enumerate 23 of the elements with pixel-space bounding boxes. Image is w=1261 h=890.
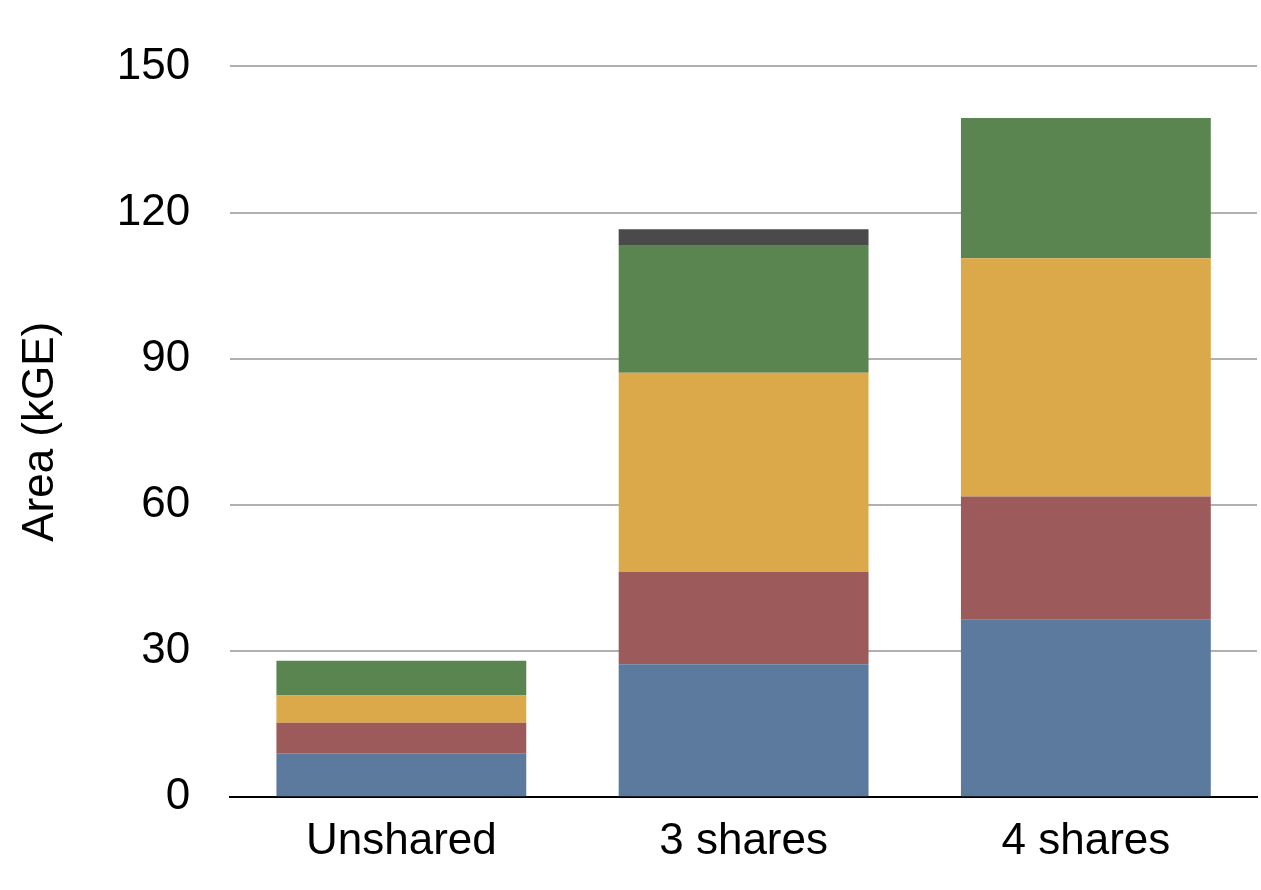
bar	[960, 258, 1211, 497]
y-tick-label: 0	[165, 769, 191, 819]
y-tick-label: 60	[141, 477, 191, 527]
bar	[276, 753, 527, 797]
x-tick-label: Unshared	[305, 813, 497, 863]
bar	[618, 245, 869, 373]
x-tick-label: 3 shares	[659, 813, 828, 863]
bar	[276, 695, 527, 723]
bar	[276, 660, 527, 696]
y-tick-label: 30	[141, 623, 191, 673]
y-axis-title: Area (kGE)	[12, 321, 62, 542]
bar	[960, 619, 1211, 797]
y-tick-label: 150	[116, 38, 191, 88]
bar	[960, 118, 1211, 259]
y-tick-label: 120	[116, 184, 191, 234]
bar	[618, 372, 869, 572]
bar	[618, 664, 869, 797]
bar	[960, 496, 1211, 620]
bar	[618, 229, 869, 246]
x-tick-label: 4 shares	[1001, 813, 1171, 863]
bar	[618, 571, 869, 665]
bar	[276, 722, 527, 754]
y-tick-label: 90	[141, 330, 191, 380]
